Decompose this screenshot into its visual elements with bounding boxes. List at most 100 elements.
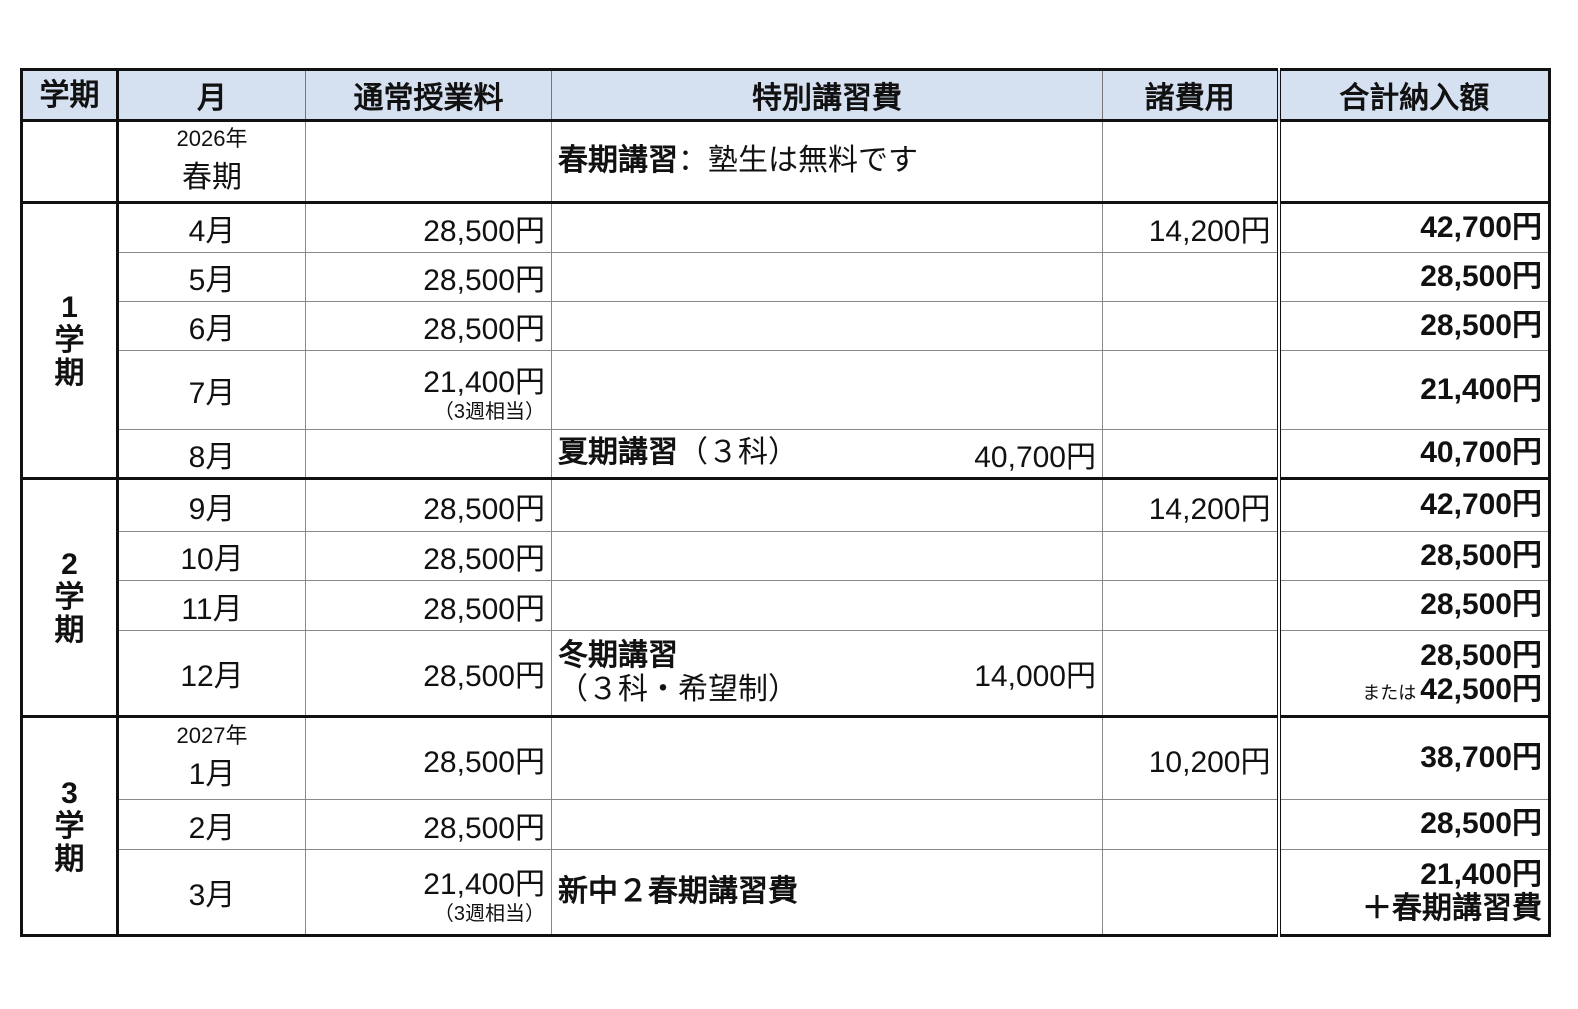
tuition-cell: 21,400円 （3週相当） <box>305 849 552 936</box>
total-cell: 28,500円 <box>1276 252 1550 302</box>
tuition-cell: 28,500円 <box>305 531 552 581</box>
misc-cell <box>1102 429 1279 480</box>
term-cell: 2 学 期 <box>21 478 119 718</box>
table-row: 1 学 期 4月 28,500円 14,200円 42,700円 <box>21 202 1550 480</box>
month-label: 春期 <box>182 160 242 194</box>
tuition-cell: 28,500円 <box>305 301 552 351</box>
month-cell: 3月 <box>117 849 306 936</box>
special-cell: 冬期講習 （３科・希望制） 14,000円 <box>551 630 1103 718</box>
special-cell <box>551 301 1103 351</box>
month-cell: 8月 <box>117 429 306 480</box>
misc-cell <box>1102 849 1279 936</box>
header-tuition: 通常授業料 <box>305 69 552 122</box>
term-cell <box>21 120 119 204</box>
tuition-cell: 21,400円 （3週相当） <box>305 350 552 430</box>
year-label: 2026年 <box>176 126 248 152</box>
special-cell <box>551 350 1103 430</box>
tuition-cell: 28,500円 <box>305 580 552 631</box>
misc-cell <box>1102 301 1279 351</box>
header-month: 月 <box>117 69 306 122</box>
month-label: 2月 <box>188 811 236 845</box>
misc-cell <box>1102 252 1279 302</box>
tuition-value: 28,500円 <box>423 660 545 693</box>
month-label: 9月 <box>188 492 236 526</box>
month-cell: 6月 <box>117 301 306 351</box>
table-row: 11月 28,500円 28,500円 <box>22 580 1550 631</box>
total-value: 40,700円 <box>1420 436 1542 470</box>
month-cell: 2027年 1月 <box>117 716 306 800</box>
special-cell <box>551 580 1103 631</box>
month-label: 5月 <box>188 264 236 297</box>
tuition-cell: 28,500円 <box>305 630 552 718</box>
total-cell: 40,700円 <box>1276 429 1550 480</box>
month-cell: 9月 <box>117 478 306 532</box>
special-amount: 40,700円 <box>974 440 1096 474</box>
month-cell: 2026年春期 <box>117 120 306 204</box>
special-sub: ：塾生は無料です <box>678 144 918 178</box>
total-cell: 28,500円 <box>1276 531 1550 581</box>
month-cell: 2月 <box>117 799 306 850</box>
special-title: 夏期講習 <box>558 436 678 470</box>
month-label: 10月 <box>180 543 244 576</box>
table-row: 3月 21,400円 （3週相当） 新中２春期講習費 21,400円 ＋春期講習費 <box>22 849 1550 936</box>
total-value: 21,400円 <box>1420 372 1542 406</box>
table-row: 8月 夏期講習（３科） 40,700円 40,700円 <box>22 429 1550 480</box>
total-prefix: または <box>1362 683 1417 703</box>
tuition-cell <box>305 429 552 480</box>
special-cell <box>551 531 1103 581</box>
header-total: 合計納入額 <box>1276 69 1550 122</box>
tuition-cell <box>305 120 552 204</box>
tuition-value: 28,500円 <box>423 264 545 297</box>
special-title: 冬期講習 <box>558 638 678 672</box>
table-body: 2026年 春期 春期講習：塾生は無料です 1 学 期 4月 28,500円 14,200円… <box>21 120 1550 936</box>
special-cell <box>551 252 1103 302</box>
header-row: 学期 月 通常授業料 特別講習費 諸費用 合計納入額 <box>21 69 1550 122</box>
header-special: 特別講習費 <box>551 69 1103 122</box>
table-row: 2 学 期 9月 28,500円 14,200円 42,700円 <box>21 478 1550 718</box>
total-cell: 42,700円 <box>1276 202 1550 253</box>
tuition-note: （3週相当） <box>433 401 545 423</box>
month-cell: 7月 <box>117 350 306 430</box>
tuition-cell: 28,500円 <box>305 252 552 302</box>
month-label: 7月 <box>188 377 236 410</box>
tuition-cell: 28,500円 <box>305 202 552 253</box>
header-term: 学期 <box>21 69 119 122</box>
total-cell: 21,400円 <box>1276 350 1550 430</box>
total-cell: 28,500円 <box>1276 799 1550 850</box>
tuition-note: （3週相当） <box>433 903 545 925</box>
tuition-value: 28,500円 <box>423 492 545 526</box>
misc-cell <box>1102 580 1279 631</box>
total-value: 28,500円 <box>1420 308 1542 342</box>
total-value: 28,500円 <box>1420 588 1542 622</box>
special-sub: （３科・希望制） <box>558 673 798 706</box>
misc-cell <box>1102 120 1279 204</box>
month-label: 1月 <box>188 757 236 791</box>
misc-cell: 14,200円 <box>1102 478 1279 532</box>
table-row: 2026年春期 春期講習：塾生は無料です <box>21 120 1550 204</box>
header-misc: 諸費用 <box>1102 69 1279 122</box>
table-row: 12月 28,500円 冬期講習 （３科・希望制） 14,000円 28,500円 または 4… <box>22 630 1550 718</box>
special-title: 春期講習 <box>558 144 678 178</box>
misc-cell <box>1102 630 1279 718</box>
tuition-value: 21,400円 <box>423 868 545 901</box>
total-cell: 38,700円 <box>1276 716 1550 800</box>
total-value: 28,500円 <box>1420 807 1542 841</box>
month-label: 11月 <box>181 592 243 626</box>
table-row: 6月 28,500円 28,500円 <box>22 301 1550 351</box>
total-value: 28,500円 <box>1420 259 1542 293</box>
month-label: 6月 <box>188 313 236 346</box>
tuition-value: 28,500円 <box>423 811 545 845</box>
table-row: 7月 21,400円 （3週相当） 21,400円 <box>22 350 1550 430</box>
special-cell <box>551 478 1103 532</box>
month-cell: 10月 <box>117 531 306 581</box>
tuition-value: 28,500円 <box>423 313 545 346</box>
misc-cell: 14,200円 <box>1102 202 1279 253</box>
total-cell: 28,500円 <box>1276 301 1550 351</box>
month-cell: 12月 <box>117 630 306 718</box>
term-cell: 1 学 期 <box>21 202 119 480</box>
special-title: 新中２春期講習費 <box>558 874 798 908</box>
special-amount: 14,000円 <box>974 660 1096 693</box>
month-label: 12月 <box>180 660 244 693</box>
tuition-value: 21,400円 <box>423 366 545 399</box>
tuition-value: 28,500円 <box>423 215 545 248</box>
